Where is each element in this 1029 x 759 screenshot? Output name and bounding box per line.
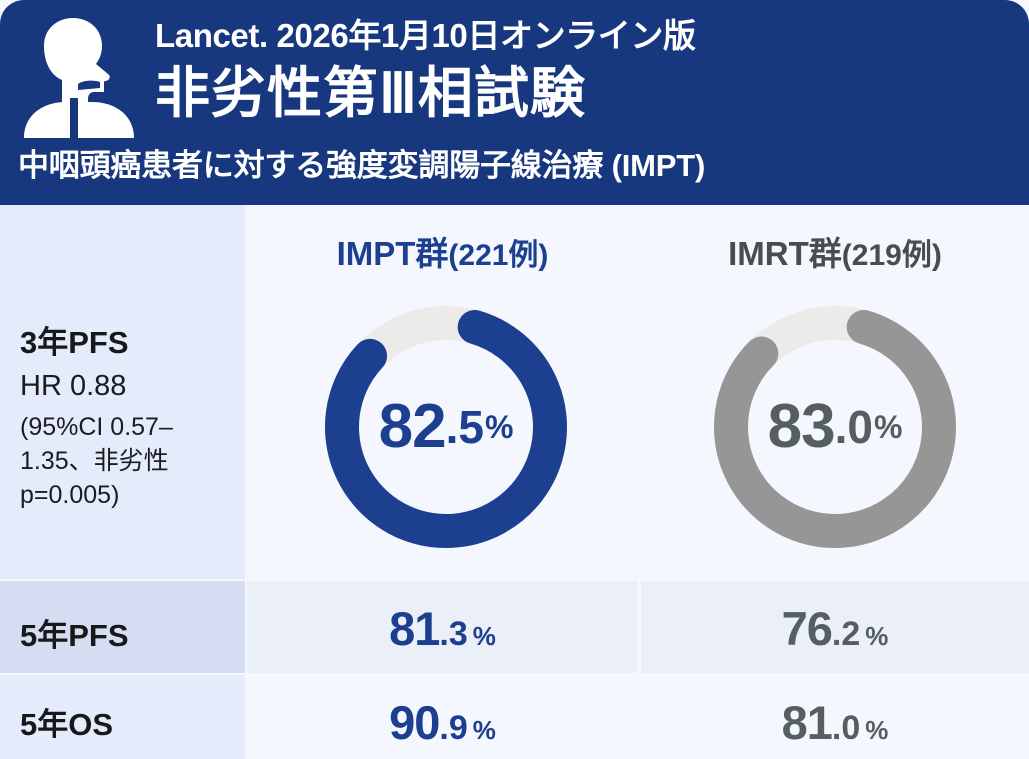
donut-chart-imrt-pfs3: 83 .0 % — [710, 302, 960, 552]
row-label-column: 3年PFS HR 0.88 (95%CI 0.57–1.35、非劣性p=0.00… — [0, 205, 245, 759]
value-imrt-pfs5: 76 .2 % — [641, 601, 1029, 655]
header-banner: Lancet. 2026年1月10日オンライン版 非劣性第Ⅲ相試験 中咽頭癌患者… — [0, 0, 1029, 205]
donut-decimal-imrt: .0 — [834, 401, 873, 453]
column-header-imrt-n: (219例) — [841, 239, 942, 272]
hazard-ratio-value: HR 0.88 — [20, 370, 127, 402]
donut-chart-impt-pfs3: 82 .5 % — [321, 302, 571, 552]
value-impt-pfs5-int: 81 — [389, 602, 440, 655]
value-impt-pfs5-dec: .3 — [439, 615, 468, 653]
head-neck-icon — [14, 18, 146, 138]
page-title: 非劣性第Ⅲ相試験 — [155, 62, 586, 124]
cell-imrt-pfs5 — [641, 581, 1029, 673]
page-subtitle: 中咽頭癌患者に対する強度変調陽子線治療 (IMPT) — [18, 148, 706, 183]
donut-label-imrt-pfs3: 83 .0 % — [710, 302, 960, 552]
value-imrt-os5-dec: .0 — [831, 709, 861, 747]
value-imrt-os5: 81 .0 % — [641, 695, 1029, 749]
value-imrt-os5-pct: % — [865, 715, 889, 745]
journal-citation: Lancet. 2026年1月10日オンライン版 — [155, 17, 696, 54]
donut-percent-impt: % — [484, 409, 514, 445]
donut-value-imrt: 83 — [767, 392, 836, 461]
value-impt-pfs5-pct: % — [472, 621, 496, 651]
row-header-os5: 5年OS — [0, 675, 245, 759]
results-table: 3年PFS HR 0.88 (95%CI 0.57–1.35、非劣性p=0.00… — [0, 205, 1029, 759]
donut-value-impt: 82 — [378, 392, 447, 461]
row-label-pfs3: 3年PFS — [20, 325, 129, 360]
donut-label-impt-pfs3: 82 .5 % — [321, 302, 571, 552]
value-imrt-pfs5-int: 76 — [781, 602, 833, 655]
value-imrt-pfs5-dec: .2 — [831, 615, 861, 653]
column-header-impt-n: (221例) — [448, 239, 549, 272]
value-impt-os5-int: 90 — [389, 696, 440, 749]
row-label-os5: 5年OS — [20, 707, 114, 742]
value-impt-os5-pct: % — [472, 715, 496, 745]
column-header-impt: IMPT群(221例) — [247, 227, 638, 275]
donut-decimal-impt: .5 — [445, 401, 484, 453]
cell-impt-os5 — [247, 675, 638, 759]
cell-imrt-os5 — [641, 675, 1029, 759]
header-text-block: Lancet. 2026年1月10日オンライン版 非劣性第Ⅲ相試験 — [155, 14, 1017, 126]
column-header-imrt-group: IMRT群 — [728, 235, 842, 272]
row-label-pfs5: 5年PFS — [20, 618, 129, 653]
column-header-imrt: IMRT群(219例) — [641, 227, 1029, 275]
value-imrt-pfs5-pct: % — [865, 621, 889, 651]
value-impt-os5-dec: .9 — [439, 709, 468, 747]
row-header-pfs3: 3年PFS HR 0.88 (95%CI 0.57–1.35、非劣性p=0.00… — [0, 205, 245, 579]
row-header-pfs5: 5年PFS — [0, 581, 245, 673]
hazard-ratio-detail: (95%CI 0.57–1.35、非劣性p=0.005) — [20, 413, 173, 509]
value-imrt-os5-int: 81 — [781, 696, 833, 749]
donut-percent-imrt: % — [873, 409, 903, 445]
value-impt-pfs5: 81 .3 % — [247, 601, 638, 655]
cell-impt-pfs5 — [247, 581, 638, 673]
column-header-impt-group: IMPT群 — [336, 235, 449, 272]
value-impt-os5: 90 .9 % — [247, 695, 638, 749]
